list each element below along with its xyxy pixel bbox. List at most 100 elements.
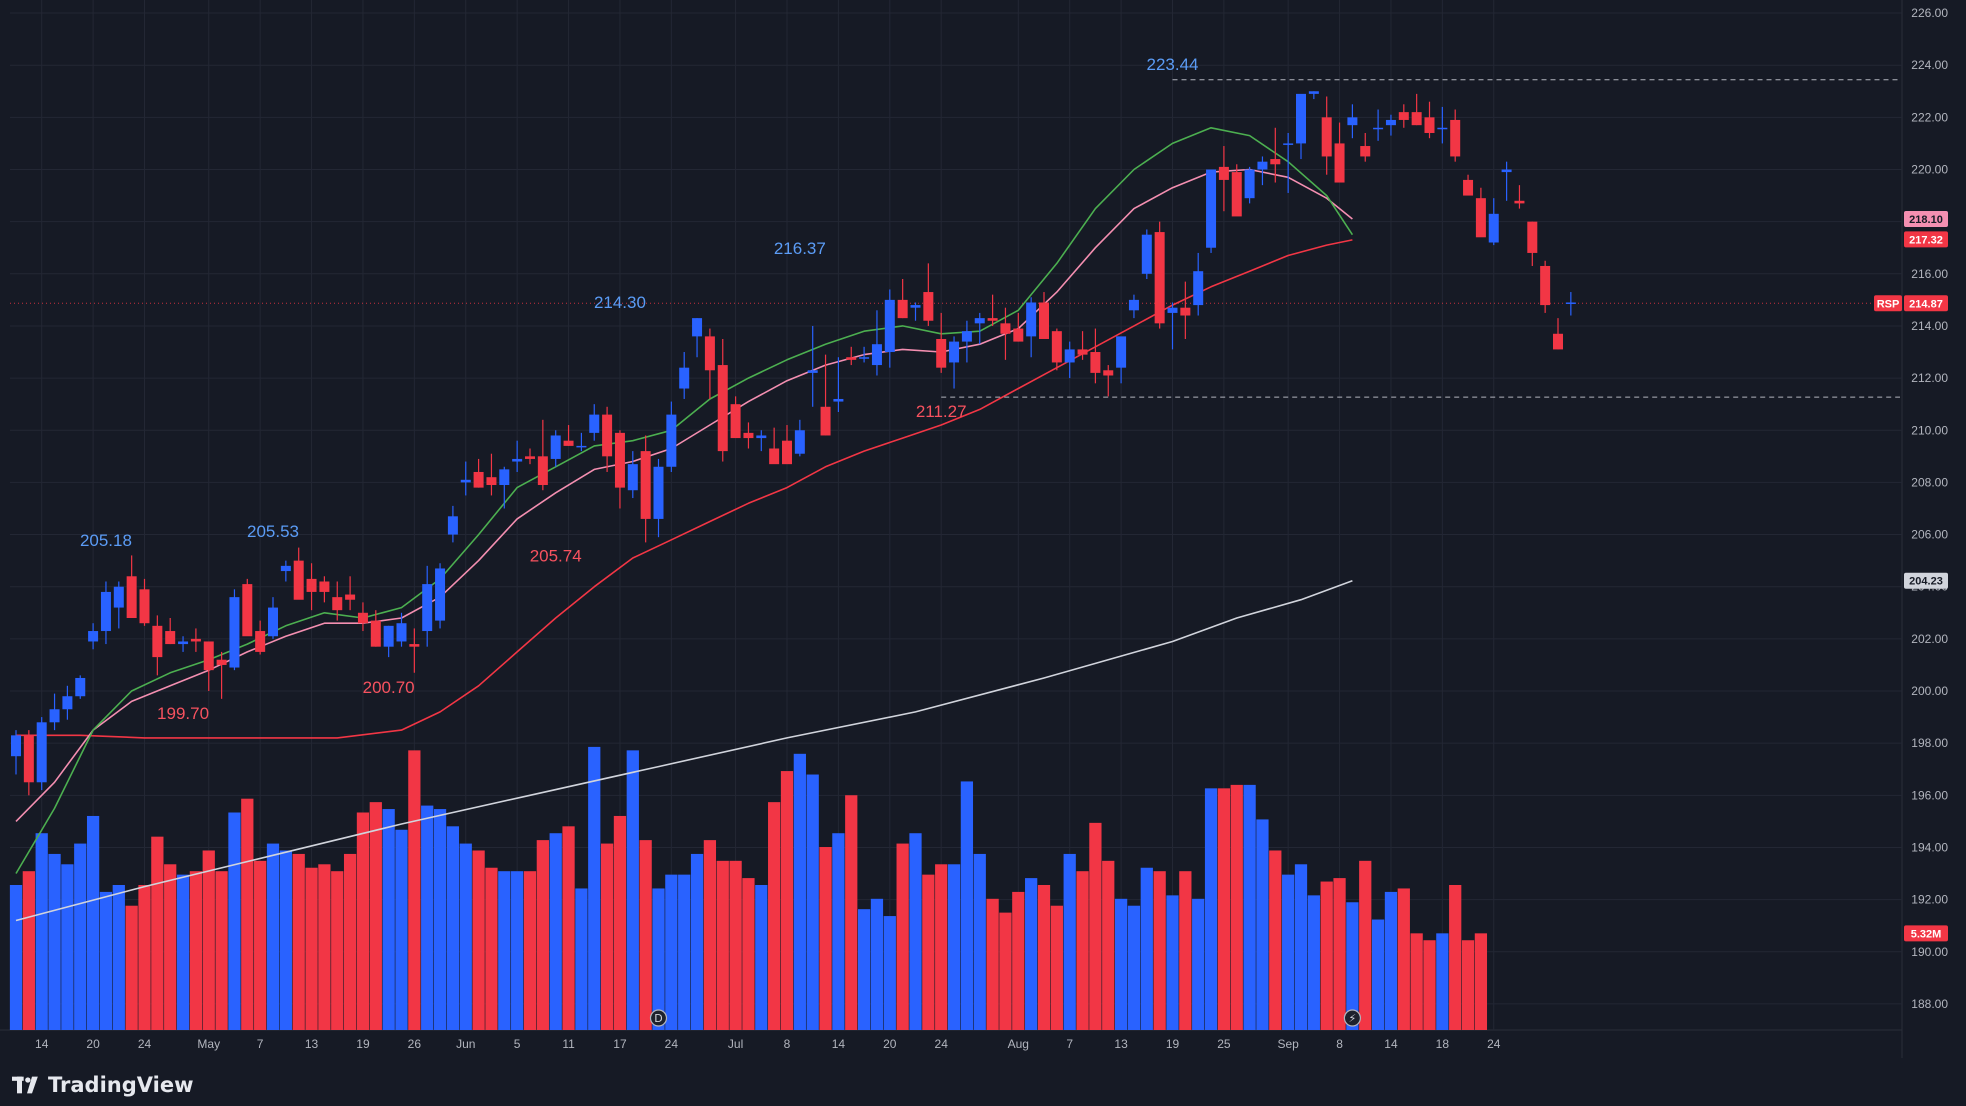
candle-body	[1077, 349, 1088, 355]
candle-body	[409, 644, 420, 647]
volume-bar	[1346, 902, 1359, 1030]
candle-body	[769, 448, 780, 465]
candlestick-chart[interactable]: 205.18 205.53 214.30 216.37 223.44 199.70 200.…	[0, 0, 1966, 1058]
time-axis[interactable]: 14 20 24 May 7 13 19 26 Jun 5 11 17 24 Jul 8 14 20 24 Aug 7…	[35, 1037, 1501, 1051]
candle-body	[512, 458, 523, 462]
candle-body	[293, 560, 304, 600]
volume-bar	[395, 829, 408, 1030]
candle-body	[794, 430, 805, 454]
volume-bar	[74, 843, 87, 1030]
candle-body	[602, 414, 613, 457]
candle-body	[704, 336, 715, 371]
volume-bar	[523, 871, 537, 1030]
candle-body	[1347, 117, 1358, 126]
volume-bar	[639, 840, 652, 1030]
volume-bar	[1089, 822, 1102, 1030]
volume-bar	[780, 771, 794, 1030]
candle-body	[871, 344, 882, 366]
candle-body	[1527, 221, 1538, 253]
x-tick-label: 19	[1166, 1037, 1180, 1051]
x-tick-label: 24	[935, 1037, 949, 1051]
x-tick-label: 5	[514, 1037, 521, 1051]
x-tick-label: 24	[138, 1037, 152, 1051]
price-annotations: 205.18 205.53 214.30 216.37 223.44 199.70 200.…	[80, 55, 1199, 723]
candle-body	[1090, 352, 1101, 373]
y-tick-label: 198.00	[1911, 736, 1948, 750]
marker-label: ⚡	[1349, 1012, 1357, 1025]
y-tick-label: 222.00	[1911, 110, 1948, 124]
candle-body	[563, 440, 574, 446]
x-tick-label: 26	[408, 1037, 422, 1051]
volume-bar	[999, 912, 1012, 1030]
volume-bar	[1140, 867, 1153, 1030]
y-tick-label: 188.00	[1911, 997, 1948, 1011]
candle-body	[1103, 370, 1114, 376]
volume-bar	[1282, 874, 1295, 1030]
candle-body	[1270, 159, 1281, 165]
volume-bar	[472, 850, 485, 1030]
candle-body	[782, 440, 792, 465]
candle-body	[1360, 146, 1371, 157]
candle-body	[1411, 112, 1422, 126]
volume-bar	[1153, 871, 1166, 1030]
event-marker-icon[interactable]	[1343, 1009, 1362, 1027]
candle-body	[537, 456, 548, 486]
volume-bar	[176, 874, 190, 1030]
candle-body	[640, 451, 651, 519]
marker-label: D	[654, 1012, 662, 1025]
candle-body	[1000, 323, 1011, 334]
volume-bar	[678, 874, 691, 1030]
y-tick-label: 194.00	[1911, 840, 1948, 854]
volume-bar	[279, 850, 292, 1030]
volume-bar	[703, 840, 717, 1030]
candle-body	[974, 318, 985, 324]
volume-bar	[1436, 933, 1449, 1030]
candle-body	[1180, 307, 1191, 316]
axis-tag	[1904, 211, 1948, 228]
candle-body	[614, 432, 625, 488]
y-tick-label: 190.00	[1911, 945, 1948, 959]
axis-tag-label: 218.10	[1909, 214, 1943, 226]
candle-body	[1501, 169, 1512, 173]
candle-body	[1398, 112, 1409, 120]
candle-body	[473, 471, 484, 488]
volume-bar	[1294, 864, 1308, 1030]
candle-body	[1450, 119, 1461, 157]
volume-bar	[1230, 784, 1243, 1030]
candle-body	[961, 331, 972, 342]
price-annotation-high: 216.37	[774, 239, 826, 258]
candle-body	[1437, 127, 1448, 130]
candle-body	[345, 594, 356, 600]
volume-bar	[1359, 860, 1372, 1030]
volume-bar	[690, 853, 704, 1030]
volume-bar	[716, 860, 729, 1030]
volume-bar	[793, 753, 806, 1030]
x-tick-label: Sep	[1277, 1037, 1299, 1051]
y-tick-label: 210.00	[1911, 423, 1948, 437]
candle-body	[1064, 349, 1075, 363]
volume-bar	[1192, 898, 1205, 1030]
volume-bar	[1461, 940, 1475, 1030]
candle-body	[1231, 172, 1242, 217]
volume-bar	[1449, 885, 1462, 1030]
candle-body	[923, 292, 934, 321]
dividend-marker-icon[interactable]	[649, 1009, 668, 1027]
tradingview-brand[interactable]: TradingView	[12, 1073, 193, 1097]
volume-bar	[1076, 871, 1089, 1030]
x-tick-label: Aug	[1008, 1037, 1029, 1051]
x-tick-label: Jul	[728, 1037, 743, 1051]
volume-bar	[1217, 788, 1231, 1030]
candle-body	[743, 432, 754, 439]
volume-bar	[588, 746, 601, 1030]
volume-bar	[382, 809, 395, 1030]
volume-bar	[1204, 788, 1218, 1030]
candle-body	[987, 318, 998, 321]
ema-pink-line	[15, 168, 1353, 822]
volume-bar	[832, 833, 845, 1030]
x-tick-label: 24	[1487, 1037, 1501, 1051]
volume-bar	[35, 833, 48, 1030]
candle-body	[203, 641, 214, 671]
event-markers[interactable]: D ⚡	[649, 1009, 1362, 1027]
candle-body	[486, 477, 497, 486]
volume-bar	[112, 885, 125, 1030]
